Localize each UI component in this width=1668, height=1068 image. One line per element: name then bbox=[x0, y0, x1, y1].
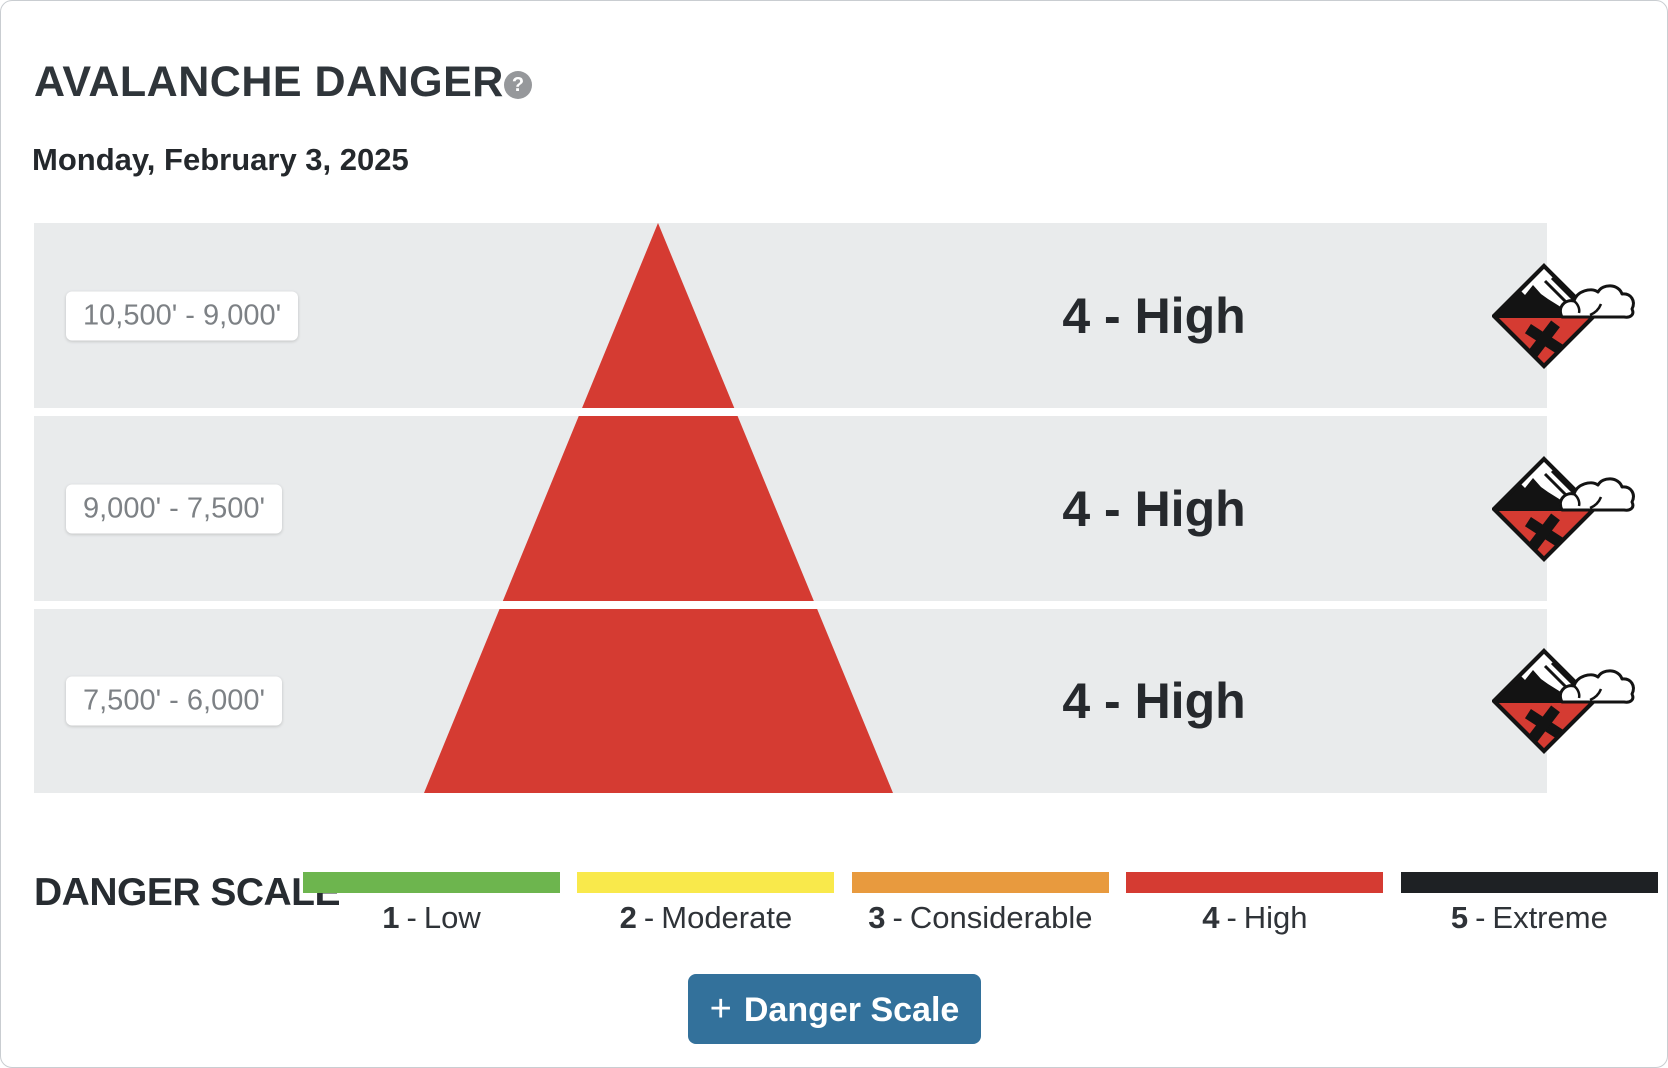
avalanche-danger-high-icon bbox=[1492, 453, 1640, 565]
legend-item-high: 4- High bbox=[1126, 872, 1384, 936]
legend-level-name: Extreme bbox=[1492, 900, 1608, 935]
danger-scale-button[interactable]: + Danger Scale bbox=[688, 974, 981, 1044]
legend-item-considerable: 3- Considerable bbox=[851, 872, 1109, 936]
forecast-date: Monday, February 3, 2025 bbox=[32, 142, 409, 177]
legend-color-bar bbox=[851, 872, 1109, 893]
avalanche-danger-high-icon bbox=[1492, 645, 1640, 757]
danger-scale-legend: 1- Low 2- Moderate 3- Considerable 4- High 5… bbox=[303, 872, 1658, 936]
legend-color-bar bbox=[1400, 872, 1658, 893]
plus-icon: + bbox=[709, 987, 732, 1030]
legend-level-name: Considerable bbox=[909, 900, 1093, 935]
elevation-danger-chart: 10,500' - 9,000' 4 - High 9,000' - 7,500… bbox=[34, 223, 1547, 793]
legend-level-number: 5 bbox=[1450, 900, 1469, 935]
danger-rating-label: 4 - High bbox=[1062, 480, 1246, 537]
legend-separator: - bbox=[406, 900, 417, 935]
danger-scale-button-label: Danger Scale bbox=[743, 990, 960, 1029]
legend-color-bar bbox=[577, 872, 835, 893]
danger-rating-label: 4 - High bbox=[1062, 287, 1246, 344]
legend-separator: - bbox=[643, 900, 655, 935]
elevation-band-middle: 9,000' - 7,500' 4 - High bbox=[34, 416, 1547, 601]
legend-color-bar bbox=[1126, 872, 1384, 893]
legend-level-number: 3 bbox=[868, 900, 886, 935]
legend-level-number: 4 bbox=[1202, 900, 1220, 935]
legend-item-low: 1- Low bbox=[303, 872, 560, 936]
help-icon[interactable]: ? bbox=[504, 71, 532, 99]
legend-level-number: 2 bbox=[619, 900, 637, 935]
elevation-band-lower: 7,500' - 6,000' 4 - High bbox=[34, 609, 1547, 793]
legend-separator: - bbox=[1226, 900, 1237, 935]
legend-level-number: 1 bbox=[382, 900, 400, 935]
legend-separator: - bbox=[1475, 900, 1486, 935]
elevation-label: 7,500' - 6,000' bbox=[66, 676, 282, 726]
danger-rating-label: 4 - High bbox=[1062, 673, 1246, 729]
legend-level-name: High bbox=[1243, 900, 1308, 935]
legend-item-moderate: 2- Moderate bbox=[577, 872, 835, 936]
legend-separator: - bbox=[892, 900, 903, 935]
elevation-label: 10,500' - 9,000' bbox=[66, 291, 299, 340]
avalanche-danger-high-icon bbox=[1492, 260, 1640, 372]
legend-item-extreme: 5- Extreme bbox=[1400, 872, 1658, 936]
legend-level-name: Low bbox=[423, 900, 481, 935]
elevation-label: 9,000' - 7,500' bbox=[66, 484, 282, 533]
legend-color-bar bbox=[303, 872, 560, 893]
elevation-band-upper: 10,500' - 9,000' 4 - High bbox=[34, 223, 1547, 408]
legend-level-name: Moderate bbox=[661, 900, 793, 935]
danger-scale-heading: DANGER SCALE bbox=[34, 871, 341, 914]
page-title: AVALANCHE DANGER bbox=[34, 58, 504, 106]
